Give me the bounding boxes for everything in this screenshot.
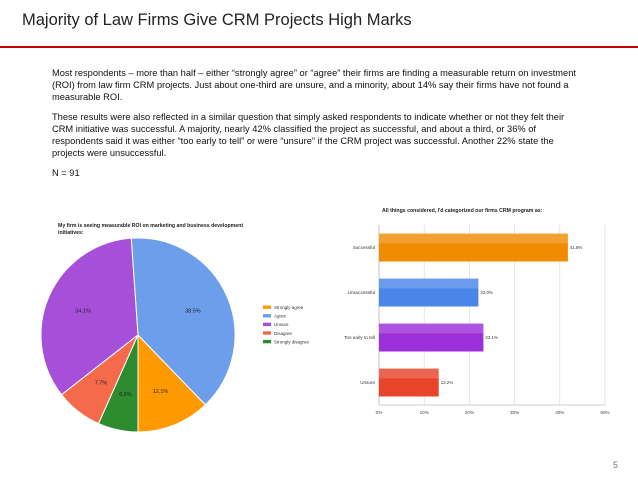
legend-swatch [263,305,271,309]
body-text: Most respondents – more than half – eith… [52,67,582,187]
legend-label: Strongly agree [274,305,304,310]
pie-chart-title: My firm is seeing measurable ROI on mark… [58,223,244,236]
pie-slice-strongly-agree [137,333,207,433]
bar-highlight [379,278,479,289]
bar-data-label: 23.1% [485,335,498,340]
bar-unsuccessful [379,278,479,307]
bar-data-label: 13.2% [441,380,454,385]
pie-slice-agree [130,237,236,406]
paragraph-success: These results were also reflected in a s… [52,112,565,158]
legend-label: Unsure [274,322,289,327]
bar-highlight [379,323,484,334]
x-tick-label: 50% [600,410,609,415]
bar-highlight [379,368,439,379]
page-number: 5 [612,460,618,470]
pie-data-label: 34.1% [75,309,91,315]
bar-highlight [379,233,568,244]
x-tick-label: 30% [510,410,519,415]
pie-slice-strongly-disagree [97,334,139,433]
legend-label: Disagree [274,331,293,336]
legend-swatch [263,339,271,344]
legend-swatch [263,314,271,318]
category-label: Successful [353,245,375,250]
legend-swatch [263,331,271,335]
pie-data-label: 6.6% [119,392,132,398]
legend-swatch [263,322,271,327]
title-rule [0,46,638,48]
pie-slice-unsure [40,237,139,396]
legend-label: Strongly disagree [274,339,310,344]
sample-size: N = 91 [52,168,80,178]
category-label: Unsuccessful [348,290,375,295]
bar-data-label: 41.8% [570,245,583,250]
bar-data-label: 22.0% [480,290,493,295]
category-label: Unsure [360,380,375,385]
bar-unsure [379,368,439,397]
pie-data-label: 38.5% [185,309,201,315]
x-tick-label: 40% [555,410,564,415]
legend-label: Agree [274,314,287,319]
x-tick-label: 20% [465,410,474,415]
pie-data-label: 12.1% [153,389,169,395]
category-label: Too early to tell [344,335,375,340]
pie-data-label: 7.7% [95,380,108,386]
paragraph-roi: Most respondents – more than half – eith… [52,68,576,102]
bar-successful [379,233,568,262]
slide-title: Majority of Law Firms Give CRM Projects … [22,11,412,29]
x-tick-label: 0% [376,410,383,415]
x-tick-label: 10% [420,410,429,415]
bar-too-early-to-tell [379,323,484,352]
bar-chart-title: All things considered, I'd categorized o… [382,208,543,214]
